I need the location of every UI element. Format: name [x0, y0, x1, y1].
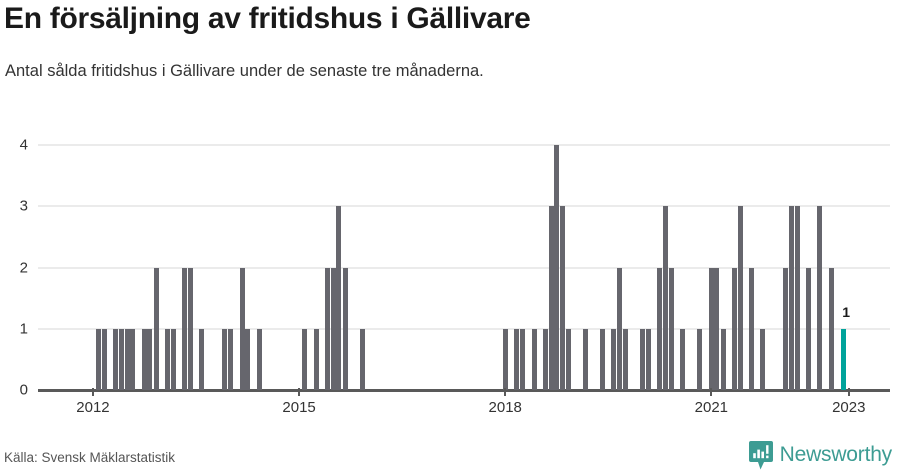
bar-value-label: 1 — [842, 303, 851, 320]
bar[interactable] — [662, 206, 668, 390]
bar[interactable] — [720, 328, 726, 390]
y-axis-tick-label: 1 — [19, 320, 28, 338]
bar[interactable] — [565, 328, 571, 390]
gridlines — [38, 144, 890, 392]
bar[interactable] — [714, 267, 720, 390]
bar[interactable] — [542, 328, 548, 390]
gridline — [38, 266, 890, 269]
bar[interactable] — [806, 267, 812, 390]
y-axis-tick-label: 4 — [19, 136, 28, 154]
bar[interactable] — [199, 328, 205, 390]
bar[interactable] — [640, 328, 646, 390]
bar[interactable] — [817, 206, 823, 390]
bar[interactable] — [737, 206, 743, 390]
x-axis-tick-mark — [91, 388, 94, 396]
y-axis-tick-label: 0 — [19, 381, 28, 399]
gridline — [38, 144, 890, 146]
bar[interactable] — [256, 328, 262, 390]
bar[interactable] — [95, 328, 101, 390]
bar[interactable] — [142, 328, 147, 390]
bar[interactable] — [531, 328, 537, 390]
bar[interactable] — [789, 206, 795, 390]
bar[interactable] — [181, 267, 187, 390]
chart-subtitle: Antal sålda fritidshus i Gällivare under… — [5, 62, 484, 80]
bar[interactable] — [622, 328, 628, 390]
bar[interactable] — [679, 328, 685, 390]
x-axis: 2012 2015 2018 2021 2023 — [38, 388, 890, 420]
bar[interactable] — [124, 328, 130, 390]
bar[interactable] — [708, 267, 714, 390]
bar[interactable] — [548, 206, 554, 390]
bar[interactable] — [669, 267, 674, 390]
newsworthy-bar-chart-bubble-icon — [748, 440, 773, 469]
bar[interactable] — [617, 267, 623, 390]
bar[interactable] — [119, 328, 125, 390]
bar[interactable] — [697, 328, 703, 390]
x-axis-tick-label: 2015 — [282, 399, 316, 416]
x-axis-tick-mark — [298, 388, 301, 396]
bar[interactable] — [325, 267, 331, 390]
bar[interactable] — [227, 328, 233, 390]
bar[interactable] — [130, 328, 136, 390]
bar[interactable] — [245, 328, 251, 390]
gridline — [38, 327, 890, 330]
bars: 1 — [38, 145, 890, 390]
bar[interactable] — [359, 328, 365, 390]
bar[interactable] — [645, 328, 651, 390]
x-axis-tick-label: 2021 — [694, 399, 729, 416]
bar[interactable] — [336, 206, 342, 390]
y-axis-tick-label: 2 — [19, 259, 28, 276]
x-axis-tick-mark — [504, 388, 507, 396]
bar[interactable] — [302, 328, 308, 390]
x-axis-tick-label: 2023 — [832, 399, 866, 416]
bar-highlighted[interactable] — [840, 328, 846, 390]
x-axis-tick-label: 2012 — [76, 399, 110, 416]
bar[interactable] — [829, 267, 835, 390]
brand-name: Newsworthy — [779, 443, 893, 466]
bar[interactable] — [113, 328, 119, 390]
bar[interactable] — [748, 267, 754, 390]
bar[interactable] — [147, 328, 153, 390]
bar[interactable] — [313, 328, 319, 390]
plot-area: 1 — [38, 144, 890, 392]
bar[interactable] — [519, 328, 525, 390]
gridline — [38, 205, 890, 208]
bar[interactable] — [188, 267, 194, 390]
bar[interactable] — [239, 267, 245, 390]
bar[interactable] — [583, 328, 589, 390]
bar[interactable] — [600, 328, 606, 390]
page-title: En försäljning av fritidshus i Gällivare — [4, 2, 531, 35]
bar[interactable] — [514, 328, 520, 390]
bar[interactable] — [170, 328, 176, 390]
bar[interactable] — [222, 328, 228, 390]
bar[interactable] — [164, 328, 170, 390]
x-axis-tick-mark — [847, 388, 850, 396]
bar[interactable] — [559, 206, 565, 390]
bar[interactable] — [731, 267, 737, 390]
bar[interactable] — [153, 267, 159, 390]
y-axis-tick-labels: 0 1 2 3 4 — [0, 138, 38, 398]
bar[interactable] — [794, 206, 800, 390]
bar[interactable] — [611, 328, 617, 390]
bar[interactable] — [760, 328, 766, 390]
x-axis-tick-mark — [710, 388, 713, 396]
bar[interactable] — [554, 145, 560, 390]
x-axis-tick-label: 2018 — [488, 399, 522, 416]
bar[interactable] — [657, 267, 663, 390]
bar[interactable] — [783, 267, 789, 390]
bar[interactable] — [342, 267, 348, 390]
bar[interactable] — [330, 267, 336, 390]
newsworthy-logo[interactable]: Newsworthy — [748, 440, 893, 470]
x-axis-baseline — [38, 389, 890, 392]
y-axis-tick-label: 3 — [19, 197, 28, 215]
source-note: Källa: Svensk Mäklarstatistik — [4, 450, 176, 465]
bar[interactable] — [102, 328, 108, 390]
bar[interactable] — [502, 328, 508, 390]
